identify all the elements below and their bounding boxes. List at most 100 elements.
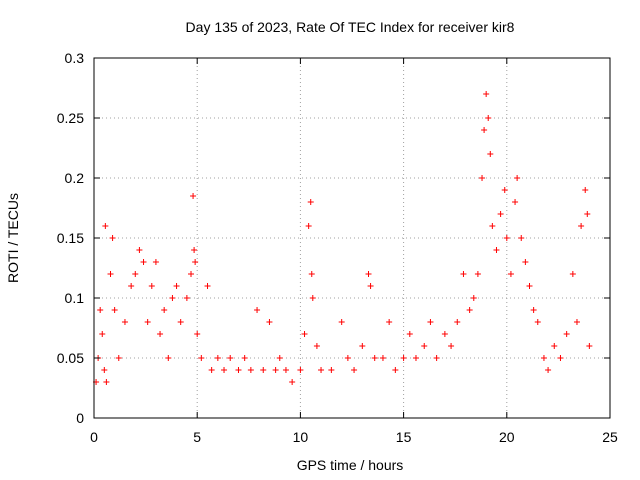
data-point <box>563 331 570 337</box>
x-tick-label: 0 <box>90 429 98 445</box>
data-point <box>512 199 519 205</box>
y-tick-label: 0.3 <box>65 50 85 66</box>
data-point <box>493 247 500 253</box>
data-point <box>483 91 490 97</box>
data-point <box>454 319 461 325</box>
data-point <box>573 319 580 325</box>
data-point <box>301 331 308 337</box>
data-points <box>93 91 593 385</box>
data-point <box>308 271 315 277</box>
data-point <box>161 307 168 313</box>
data-point <box>489 223 496 229</box>
data-point <box>501 187 508 193</box>
data-point <box>99 331 106 337</box>
data-point <box>103 379 110 385</box>
data-point <box>503 235 510 241</box>
data-point <box>386 319 393 325</box>
data-point <box>441 331 448 337</box>
data-point <box>557 355 564 361</box>
x-tick-label: 20 <box>499 429 515 445</box>
x-tick-label: 5 <box>193 429 201 445</box>
data-point <box>481 127 488 133</box>
grid-lines <box>94 58 610 418</box>
data-point <box>107 271 114 277</box>
data-point <box>260 367 267 373</box>
data-point <box>101 367 108 373</box>
x-axis-label: GPS time / hours <box>297 457 404 473</box>
data-point <box>221 367 228 373</box>
data-point <box>433 355 440 361</box>
data-point <box>460 271 467 277</box>
data-point <box>136 247 143 253</box>
data-point <box>307 199 314 205</box>
data-point <box>97 307 104 313</box>
data-point <box>266 319 273 325</box>
data-point <box>474 271 481 277</box>
data-point <box>351 367 358 373</box>
y-axis-label: ROTI / TECUs <box>5 193 21 283</box>
data-point <box>359 343 366 349</box>
data-point <box>204 283 211 289</box>
y-tick-label: 0.05 <box>57 350 84 366</box>
data-point <box>183 295 190 301</box>
data-point <box>507 271 514 277</box>
y-tick-label: 0.25 <box>57 110 84 126</box>
data-point <box>365 271 372 277</box>
data-point <box>241 355 248 361</box>
data-point <box>318 367 325 373</box>
data-point <box>400 355 407 361</box>
data-point <box>578 223 585 229</box>
y-tick-label: 0.15 <box>57 230 84 246</box>
x-tick-label: 15 <box>396 429 412 445</box>
data-point <box>545 367 552 373</box>
data-point <box>194 331 201 337</box>
x-tick-label: 25 <box>602 429 618 445</box>
data-point <box>214 355 221 361</box>
data-point <box>192 259 199 265</box>
data-point <box>235 367 242 373</box>
data-point <box>297 367 304 373</box>
data-point <box>448 343 455 349</box>
data-point <box>534 319 541 325</box>
data-point <box>272 367 279 373</box>
data-point <box>367 283 374 289</box>
data-point <box>569 271 576 277</box>
data-point <box>115 355 122 361</box>
data-point <box>392 367 399 373</box>
data-point <box>526 283 533 289</box>
data-point <box>466 307 473 313</box>
data-point <box>144 319 151 325</box>
data-point <box>540 355 547 361</box>
data-point <box>584 211 591 217</box>
data-point <box>514 175 521 181</box>
data-point <box>582 187 589 193</box>
data-point <box>313 343 320 349</box>
data-point <box>191 247 198 253</box>
data-point <box>406 331 413 337</box>
data-point <box>421 343 428 349</box>
chart-title: Day 135 of 2023, Rate Of TEC Index for r… <box>186 19 515 35</box>
x-tick-label: 10 <box>293 429 309 445</box>
axis-ticks: 0 0.05 0.1 0.15 0.2 0.25 0.3 0 5 10 15 20 25 <box>57 50 618 445</box>
y-tick-label: 0 <box>76 410 84 426</box>
data-point <box>111 307 118 313</box>
data-point <box>132 271 139 277</box>
y-tick-label: 0.1 <box>65 290 85 306</box>
data-point <box>165 355 172 361</box>
data-point <box>530 307 537 313</box>
data-point <box>247 367 254 373</box>
data-point <box>152 259 159 265</box>
data-point <box>379 355 386 361</box>
data-point <box>309 295 316 301</box>
data-point <box>227 355 234 361</box>
data-point <box>487 151 494 157</box>
data-point <box>140 259 147 265</box>
data-point <box>148 283 155 289</box>
data-point <box>198 355 205 361</box>
data-point <box>121 319 128 325</box>
data-point <box>427 319 434 325</box>
data-point <box>208 367 215 373</box>
data-point <box>173 283 180 289</box>
data-point <box>485 115 492 121</box>
